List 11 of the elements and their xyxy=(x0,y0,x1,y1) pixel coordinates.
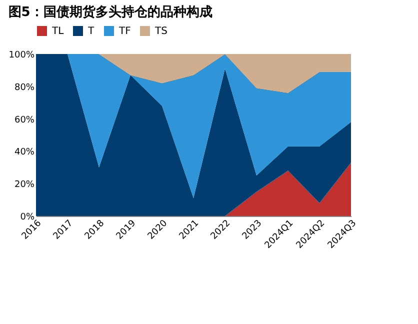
y-tick-label: 100% xyxy=(8,50,35,60)
legend-label: TF xyxy=(118,26,132,37)
chart-title: 图5：国债期货多头持仓的品种构成 xyxy=(8,4,212,20)
y-tick-label: 0% xyxy=(20,212,35,222)
legend-label: T xyxy=(87,26,95,37)
y-tick-label: 20% xyxy=(14,180,35,190)
y-tick-label: 80% xyxy=(14,82,35,93)
legend-label: TS xyxy=(154,26,168,37)
y-tick-label: 40% xyxy=(14,148,35,158)
legend-label: TL xyxy=(51,26,64,37)
y-tick-label: 60% xyxy=(14,115,35,126)
